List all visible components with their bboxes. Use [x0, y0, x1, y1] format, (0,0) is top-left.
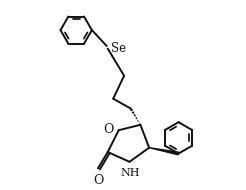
Text: O: O	[93, 174, 103, 187]
Text: NH: NH	[120, 168, 140, 178]
Polygon shape	[149, 148, 179, 155]
Text: Se: Se	[111, 42, 126, 55]
Text: O: O	[104, 123, 114, 136]
